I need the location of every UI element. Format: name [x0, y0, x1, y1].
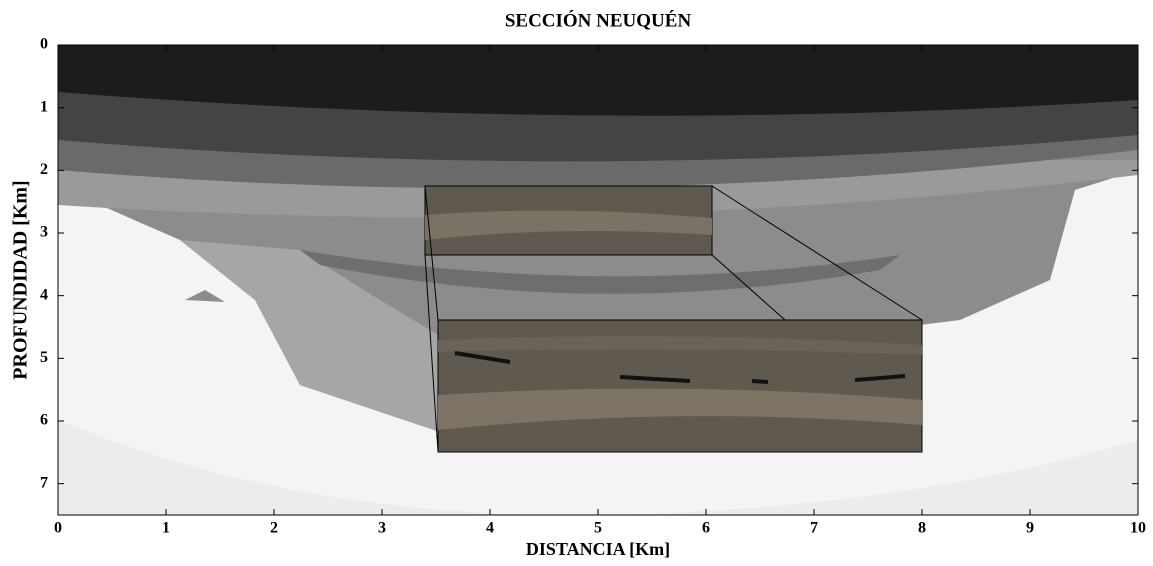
x-tick-label: 4	[486, 520, 494, 537]
x-tick-label: 6	[702, 520, 710, 537]
y-tick-label: 0	[40, 36, 48, 53]
section-image	[58, 45, 1138, 516]
x-tick-label: 0	[54, 520, 62, 537]
x-tick-label: 8	[918, 520, 926, 537]
connector	[424, 254, 439, 453]
y-tick-label: 5	[40, 349, 48, 366]
y-axis-label: PROFUNDIDAD [Km]	[10, 180, 32, 379]
y-tick-label: 3	[40, 224, 48, 241]
connector	[711, 185, 923, 321]
inset-band	[438, 336, 922, 355]
inset-band	[438, 388, 922, 430]
x-tick-label: 1	[162, 520, 170, 537]
reflector	[454, 351, 906, 384]
x-tick-label: 5	[594, 520, 602, 537]
layer	[300, 250, 900, 294]
y-tick-label: 6	[40, 412, 48, 429]
x-tick-label: 7	[810, 520, 818, 537]
layer	[58, 45, 1138, 116]
x-tick-label: 2	[270, 520, 278, 537]
chart-title: SECCIÓN NEUQUÉN	[505, 9, 692, 31]
x-axis-label: DISTANCIA [Km]	[526, 539, 670, 559]
y-tick-label: 7	[40, 474, 48, 491]
y-tick-label: 2	[40, 161, 48, 178]
y-tick-label: 1	[40, 98, 48, 115]
zoom-band	[425, 210, 712, 240]
connector	[424, 185, 439, 321]
connector	[711, 254, 786, 321]
y-tick-label: 4	[40, 286, 48, 303]
x-tick-label: 3	[378, 520, 386, 537]
basin-lower	[180, 240, 520, 440]
x-tick-label: 10	[1130, 520, 1146, 537]
lens	[185, 290, 225, 302]
x-tick-label: 9	[1026, 520, 1034, 537]
pale-zone	[58, 420, 1138, 516]
